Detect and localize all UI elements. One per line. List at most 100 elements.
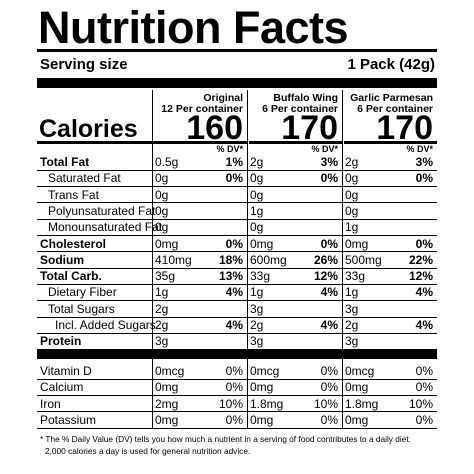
nutrient-dv: 1% bbox=[225, 155, 243, 169]
nutrient-amount: 0mg bbox=[345, 236, 369, 251]
nutrient-amount: 1g bbox=[155, 285, 169, 300]
nutrient-amount: 1g bbox=[345, 285, 359, 300]
vitamin-amount: 1.8mg bbox=[250, 396, 284, 411]
nutrient-label: Trans Fat bbox=[48, 187, 99, 202]
nutrient-dv: 0% bbox=[415, 236, 433, 251]
nutrient-label: Total Sugars bbox=[48, 301, 115, 316]
nutrient-amount: 0g bbox=[345, 171, 359, 186]
vitamin-label: Calcium bbox=[40, 380, 84, 395]
nutrient-amount: 0g bbox=[155, 187, 169, 202]
vitamin-amount: 0mg bbox=[345, 412, 369, 427]
nutrient-dv: 0% bbox=[225, 171, 243, 186]
nutrient-amount: 0g bbox=[155, 220, 169, 235]
nutrient-dv: 0% bbox=[415, 171, 433, 186]
vitamin-amount: 0mg bbox=[250, 380, 274, 395]
vitamin-amount: 0mg bbox=[345, 380, 369, 395]
nutrient-amount: 0mg bbox=[250, 236, 274, 251]
nutrient-dv: 4% bbox=[320, 285, 338, 300]
nutrient-amount: 0g bbox=[250, 220, 264, 235]
protein-thick-rule bbox=[37, 349, 437, 359]
nutrient-amount: 0g bbox=[155, 203, 169, 218]
nutrient-amount: 410mg bbox=[155, 252, 192, 267]
nutrient-amount: 3g bbox=[345, 334, 359, 349]
nutrient-amount: 0g bbox=[345, 187, 359, 202]
vitamin-dv: 0% bbox=[415, 412, 433, 427]
vitamin-dv: 0% bbox=[320, 412, 338, 427]
column-flavor: Original bbox=[203, 92, 243, 104]
nutrient-amount: 2g bbox=[155, 301, 169, 316]
nutrient-label: Monounsaturated Fat bbox=[48, 220, 163, 235]
nutrient-dv: 4% bbox=[415, 285, 433, 300]
nutrient-dv: 13% bbox=[218, 269, 243, 284]
nutrient-label: Cholesterol bbox=[40, 236, 107, 251]
nutrient-amount: 2g bbox=[345, 155, 359, 169]
row-rule bbox=[37, 218, 437, 220]
footnote-line-1: * The % Daily Value (DV) tells you how m… bbox=[40, 434, 411, 444]
vitamin-dv: 0% bbox=[320, 380, 338, 395]
row-rule bbox=[37, 186, 437, 188]
nutrient-dv: 22% bbox=[408, 252, 433, 267]
vitamin-dv: 10% bbox=[313, 396, 338, 411]
column-calories: 160 bbox=[186, 109, 243, 147]
vitamin-dv: 0% bbox=[415, 364, 433, 378]
nutrient-amount: 0.5g bbox=[155, 155, 179, 169]
vitamin-amount: 2mg bbox=[155, 396, 179, 411]
vitamin-rule bbox=[37, 411, 437, 413]
nutrient-label: Saturated Fat bbox=[48, 171, 121, 186]
serving-size-label: Serving size bbox=[40, 56, 128, 73]
vitamin-amount: 0mg bbox=[155, 412, 179, 427]
vitamin-dv: 0% bbox=[225, 380, 243, 395]
nutrient-dv: 12% bbox=[313, 269, 338, 284]
vitamin-amount: 0mcg bbox=[250, 364, 280, 378]
row-rule bbox=[37, 251, 437, 253]
row-rule bbox=[37, 316, 437, 318]
nutrient-dv: 26% bbox=[313, 252, 338, 267]
vitamin-dv: 10% bbox=[408, 396, 433, 411]
nutrient-label: Incl. Added Sugars bbox=[55, 318, 156, 332]
column-calories: 170 bbox=[281, 109, 338, 147]
vitamin-rule bbox=[37, 378, 437, 380]
nutrition-facts-panel: Nutrition Facts Serving size 1 Pack (42g… bbox=[37, 0, 437, 474]
calories-rule bbox=[154, 141, 247, 144]
nutrient-amount: 0g bbox=[345, 203, 359, 218]
nutrient-amount: 0g bbox=[250, 171, 264, 186]
footnote-line-2: 2,000 calories a day is used for general… bbox=[45, 446, 251, 456]
column-per-container: 6 Per container bbox=[357, 103, 433, 115]
calories-label: Calories bbox=[39, 115, 138, 143]
nutrient-dv: 3% bbox=[415, 155, 433, 169]
title-rule bbox=[37, 49, 437, 52]
row-rule bbox=[37, 300, 437, 302]
column-dv-header: % DV* bbox=[216, 144, 243, 154]
nutrient-amount: 2g bbox=[345, 318, 359, 332]
vitamin-amount: 1.8mg bbox=[345, 396, 379, 411]
nutrient-amount: 1g bbox=[345, 220, 359, 235]
nutrient-label: Total Carb. bbox=[40, 269, 102, 284]
nutrient-dv: 18% bbox=[218, 252, 243, 267]
nutrient-amount: 0g bbox=[155, 171, 169, 186]
vitamin-dv: 0% bbox=[415, 380, 433, 395]
nutrient-amount: 0mg bbox=[155, 236, 179, 251]
vitamin-label: Iron bbox=[40, 396, 61, 411]
nutrient-amount: 1g bbox=[250, 203, 264, 218]
vitamin-amount: 0mcg bbox=[155, 364, 185, 378]
serving-size-value: 1 Pack (42g) bbox=[347, 56, 435, 73]
vitamin-dv: 0% bbox=[320, 364, 338, 378]
vitamin-dv: 0% bbox=[225, 412, 243, 427]
nutrient-label: Protein bbox=[40, 334, 82, 349]
nutrient-amount: 3g bbox=[345, 301, 359, 316]
nutrient-amount: 500mg bbox=[345, 252, 382, 267]
nutrient-dv: 4% bbox=[225, 285, 243, 300]
calories-left-rule bbox=[37, 141, 154, 144]
column-divider bbox=[247, 90, 248, 428]
nutrient-dv: 0% bbox=[320, 236, 338, 251]
row-rule bbox=[37, 332, 437, 334]
column-per-container: 6 Per container bbox=[262, 103, 338, 115]
nutrient-amount: 2g bbox=[250, 318, 264, 332]
nutrient-amount: 33g bbox=[345, 269, 366, 284]
panel-title: Nutrition Facts bbox=[38, 2, 349, 53]
nutrient-dv: 4% bbox=[225, 318, 243, 332]
row-rule bbox=[37, 235, 437, 236]
vitamin-amount: 0mcg bbox=[345, 364, 375, 378]
vitamin-dv: 10% bbox=[218, 396, 243, 411]
row-rule bbox=[37, 169, 437, 171]
